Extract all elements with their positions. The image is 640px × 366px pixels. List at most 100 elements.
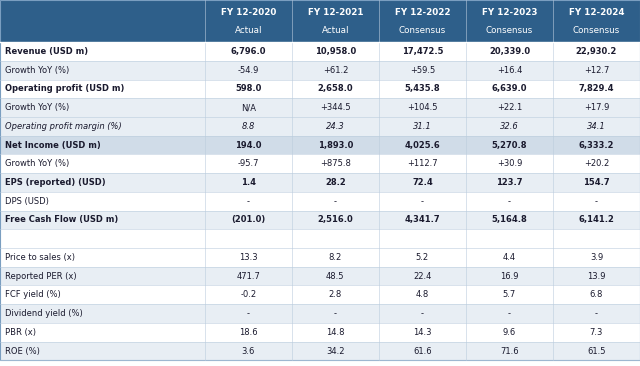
Text: Consensus: Consensus (486, 26, 533, 35)
Text: 24.3: 24.3 (326, 122, 345, 131)
Text: -: - (334, 309, 337, 318)
Text: -: - (421, 309, 424, 318)
Text: 13.9: 13.9 (588, 272, 605, 281)
Text: Growth YoY (%): Growth YoY (%) (5, 159, 69, 168)
Text: 471.7: 471.7 (236, 272, 260, 281)
Text: EPS (reported) (USD): EPS (reported) (USD) (5, 178, 106, 187)
Text: 5.2: 5.2 (416, 253, 429, 262)
Text: +344.5: +344.5 (320, 103, 351, 112)
Text: 5,164.8: 5,164.8 (492, 216, 527, 224)
Text: Consensus: Consensus (573, 26, 620, 35)
Text: 22,930.2: 22,930.2 (576, 47, 617, 56)
Text: 194.0: 194.0 (235, 141, 262, 150)
Text: 1,893.0: 1,893.0 (317, 141, 353, 150)
Text: +30.9: +30.9 (497, 159, 522, 168)
Text: -: - (247, 197, 250, 206)
Text: Actual: Actual (235, 26, 262, 35)
Bar (0, 154, 640, 173)
Bar (379, 0, 466, 42)
Text: 5.7: 5.7 (503, 290, 516, 299)
Text: 3.6: 3.6 (242, 347, 255, 355)
Text: 72.4: 72.4 (412, 178, 433, 187)
Text: +20.2: +20.2 (584, 159, 609, 168)
Text: 20,339.0: 20,339.0 (489, 47, 530, 56)
Text: Free Cash Flow (USD m): Free Cash Flow (USD m) (5, 216, 118, 224)
Text: 8.2: 8.2 (329, 253, 342, 262)
Text: 71.6: 71.6 (500, 347, 519, 355)
Text: Net Income (USD m): Net Income (USD m) (5, 141, 101, 150)
Text: 34.1: 34.1 (587, 122, 606, 131)
Text: 61.5: 61.5 (588, 347, 605, 355)
Text: -: - (334, 197, 337, 206)
Text: FY 12-2023: FY 12-2023 (482, 8, 537, 17)
Text: +104.5: +104.5 (407, 103, 438, 112)
Text: -: - (508, 197, 511, 206)
Text: 123.7: 123.7 (496, 178, 523, 187)
Text: FY 12-2020: FY 12-2020 (221, 8, 276, 17)
Bar (0, 173, 640, 192)
Text: 32.6: 32.6 (500, 122, 519, 131)
Text: 8.8: 8.8 (242, 122, 255, 131)
Bar (0, 192, 640, 210)
Text: 2.8: 2.8 (329, 290, 342, 299)
Text: 154.7: 154.7 (583, 178, 610, 187)
Bar (0, 229, 640, 248)
Bar (0, 323, 640, 341)
Bar (0, 341, 640, 361)
Text: 4,341.7: 4,341.7 (404, 216, 440, 224)
Text: 6,639.0: 6,639.0 (492, 85, 527, 93)
Text: -0.2: -0.2 (240, 290, 257, 299)
Text: PBR (x): PBR (x) (5, 328, 36, 337)
Text: -54.9: -54.9 (237, 66, 259, 75)
Bar (0, 248, 640, 267)
Text: 6.8: 6.8 (590, 290, 603, 299)
Bar (0, 0, 205, 42)
Text: 7.3: 7.3 (590, 328, 603, 337)
Text: 18.6: 18.6 (239, 328, 258, 337)
Bar (0, 79, 640, 98)
Text: +12.7: +12.7 (584, 66, 609, 75)
Text: +16.4: +16.4 (497, 66, 522, 75)
Text: 4.8: 4.8 (416, 290, 429, 299)
Text: 31.1: 31.1 (413, 122, 432, 131)
Text: Dividend yield (%): Dividend yield (%) (5, 309, 83, 318)
Text: 34.2: 34.2 (326, 347, 344, 355)
Text: +17.9: +17.9 (584, 103, 609, 112)
Text: +22.1: +22.1 (497, 103, 522, 112)
Bar (0, 117, 640, 136)
Text: 3.9: 3.9 (590, 253, 603, 262)
Text: Reported PER (x): Reported PER (x) (5, 272, 77, 281)
Bar (0, 267, 640, 285)
Text: 28.2: 28.2 (325, 178, 346, 187)
Text: 22.4: 22.4 (413, 272, 431, 281)
Bar (553, 0, 640, 42)
Text: +59.5: +59.5 (410, 66, 435, 75)
Text: 4,025.6: 4,025.6 (404, 141, 440, 150)
Text: 10,958.0: 10,958.0 (315, 47, 356, 56)
Bar (466, 0, 553, 42)
Text: Operating profit margin (%): Operating profit margin (%) (5, 122, 122, 131)
Bar (0, 285, 640, 304)
Text: Revenue (USD m): Revenue (USD m) (5, 47, 88, 56)
Text: 14.8: 14.8 (326, 328, 344, 337)
Bar (0, 210, 640, 229)
Text: ROE (%): ROE (%) (5, 347, 40, 355)
Bar (292, 0, 379, 42)
Text: 7,829.4: 7,829.4 (579, 85, 614, 93)
Text: 17,472.5: 17,472.5 (402, 47, 443, 56)
Bar (0, 42, 640, 61)
Text: 5,270.8: 5,270.8 (492, 141, 527, 150)
Text: FCF yield (%): FCF yield (%) (5, 290, 61, 299)
Text: 6,796.0: 6,796.0 (230, 47, 266, 56)
Bar (205, 0, 292, 42)
Text: FY 12-2022: FY 12-2022 (395, 8, 450, 17)
Text: 14.3: 14.3 (413, 328, 431, 337)
Text: 6,333.2: 6,333.2 (579, 141, 614, 150)
Text: 2,658.0: 2,658.0 (317, 85, 353, 93)
Text: 4.4: 4.4 (503, 253, 516, 262)
Text: 16.9: 16.9 (500, 272, 518, 281)
Text: +875.8: +875.8 (320, 159, 351, 168)
Text: 598.0: 598.0 (235, 85, 262, 93)
Bar (0, 304, 640, 323)
Text: FY 12-2021: FY 12-2021 (308, 8, 363, 17)
